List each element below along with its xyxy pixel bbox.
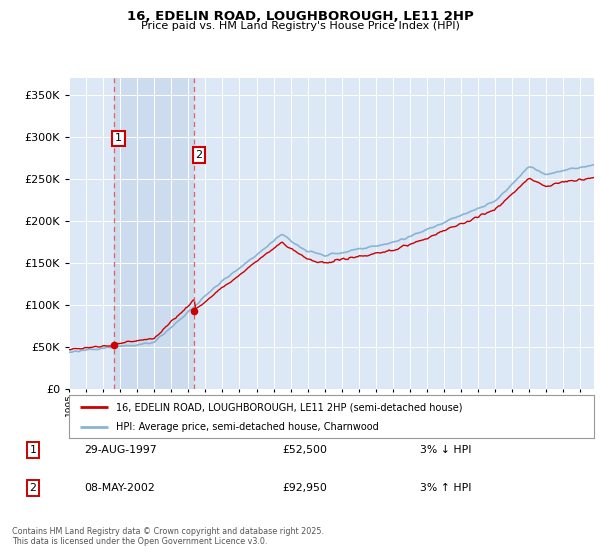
Text: 3% ↓ HPI: 3% ↓ HPI	[420, 445, 472, 455]
Bar	[115, 78, 194, 389]
Text: 3% ↑ HPI: 3% ↑ HPI	[420, 483, 472, 493]
Text: 08-MAY-2002: 08-MAY-2002	[84, 483, 155, 493]
Text: 1: 1	[29, 445, 37, 455]
Text: £92,950: £92,950	[282, 483, 327, 493]
Text: 1: 1	[115, 133, 122, 143]
Text: 16, EDELIN ROAD, LOUGHBOROUGH, LE11 2HP (semi-detached house): 16, EDELIN ROAD, LOUGHBOROUGH, LE11 2HP …	[116, 402, 463, 412]
Text: 29-AUG-1997: 29-AUG-1997	[84, 445, 157, 455]
Text: £52,500: £52,500	[282, 445, 327, 455]
Text: 16, EDELIN ROAD, LOUGHBOROUGH, LE11 2HP: 16, EDELIN ROAD, LOUGHBOROUGH, LE11 2HP	[127, 10, 473, 23]
Text: Contains HM Land Registry data © Crown copyright and database right 2025.
This d: Contains HM Land Registry data © Crown c…	[12, 526, 324, 546]
Text: 2: 2	[29, 483, 37, 493]
Text: Price paid vs. HM Land Registry's House Price Index (HPI): Price paid vs. HM Land Registry's House …	[140, 21, 460, 31]
Text: 2: 2	[196, 150, 202, 160]
Text: HPI: Average price, semi-detached house, Charnwood: HPI: Average price, semi-detached house,…	[116, 422, 379, 432]
